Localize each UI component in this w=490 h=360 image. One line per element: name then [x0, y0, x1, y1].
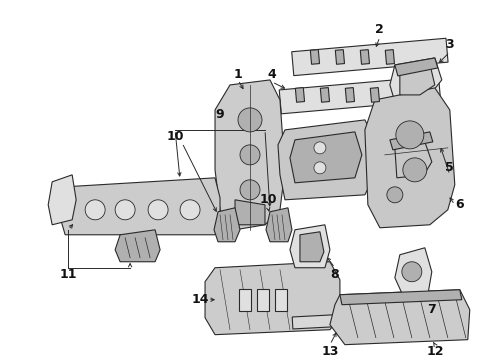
Polygon shape: [205, 262, 340, 335]
Text: 8: 8: [331, 268, 339, 281]
Polygon shape: [275, 289, 287, 311]
Polygon shape: [360, 50, 369, 64]
Polygon shape: [239, 289, 251, 311]
Text: 13: 13: [321, 345, 339, 358]
Circle shape: [402, 262, 422, 282]
Circle shape: [240, 145, 260, 165]
Polygon shape: [290, 132, 362, 183]
Polygon shape: [395, 142, 432, 178]
Polygon shape: [340, 290, 462, 305]
Text: 12: 12: [426, 345, 443, 358]
Polygon shape: [365, 88, 455, 228]
Polygon shape: [300, 232, 324, 262]
Polygon shape: [385, 132, 438, 183]
Polygon shape: [390, 132, 433, 150]
Polygon shape: [320, 87, 329, 102]
Text: 4: 4: [268, 68, 276, 81]
Polygon shape: [400, 64, 435, 95]
Polygon shape: [290, 225, 330, 268]
Text: 7: 7: [427, 303, 436, 316]
Text: 5: 5: [445, 161, 454, 174]
Circle shape: [85, 200, 105, 220]
Polygon shape: [279, 76, 441, 114]
Polygon shape: [115, 230, 160, 262]
Text: 3: 3: [445, 39, 454, 51]
Polygon shape: [345, 87, 354, 102]
Circle shape: [314, 162, 326, 174]
Circle shape: [403, 158, 427, 182]
Polygon shape: [235, 200, 265, 225]
Text: 14: 14: [191, 293, 209, 306]
Polygon shape: [330, 290, 470, 345]
Circle shape: [240, 180, 260, 200]
Polygon shape: [295, 87, 305, 102]
Polygon shape: [310, 50, 319, 64]
Circle shape: [115, 200, 135, 220]
Circle shape: [314, 142, 326, 154]
Polygon shape: [395, 248, 432, 300]
Polygon shape: [390, 58, 442, 102]
Polygon shape: [292, 310, 417, 329]
Circle shape: [238, 108, 262, 132]
Text: 10: 10: [259, 193, 277, 206]
Circle shape: [396, 121, 424, 149]
Circle shape: [180, 200, 200, 220]
Polygon shape: [257, 289, 269, 311]
Polygon shape: [335, 50, 344, 64]
Polygon shape: [214, 208, 240, 242]
Text: 1: 1: [234, 68, 243, 81]
Circle shape: [148, 200, 168, 220]
Text: 6: 6: [456, 198, 464, 211]
Polygon shape: [215, 80, 285, 230]
Polygon shape: [395, 58, 438, 76]
Text: 11: 11: [59, 268, 77, 281]
Polygon shape: [60, 178, 220, 235]
Polygon shape: [370, 87, 379, 102]
Circle shape: [387, 187, 403, 203]
Polygon shape: [385, 50, 394, 64]
Text: 10: 10: [166, 130, 184, 143]
Text: 9: 9: [216, 108, 224, 121]
Polygon shape: [266, 208, 292, 242]
Polygon shape: [292, 38, 448, 76]
Polygon shape: [48, 175, 76, 225]
Text: 2: 2: [375, 23, 384, 36]
Polygon shape: [278, 120, 375, 200]
